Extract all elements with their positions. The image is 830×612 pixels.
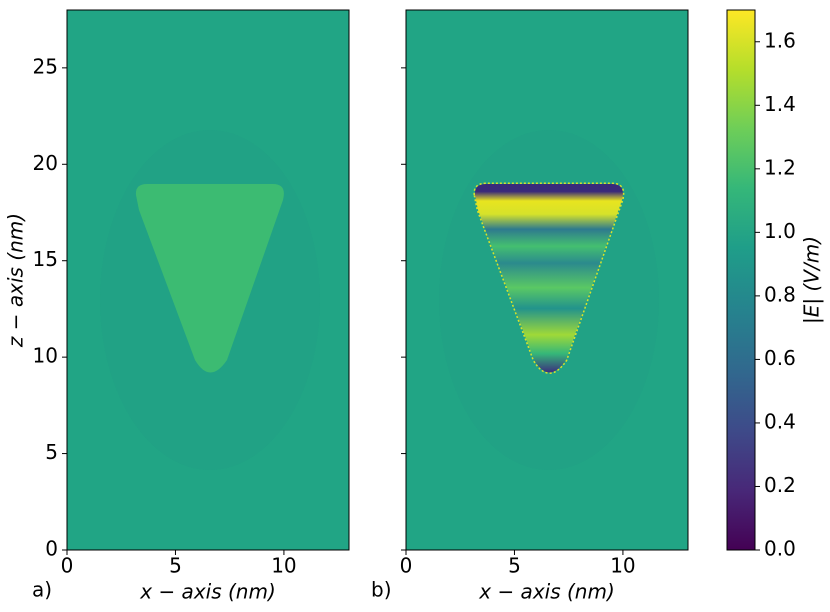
x-tick-label: 5 [169,554,182,578]
colorbar-tick-label: 1.2 [764,155,796,179]
panel-label: b) [371,578,392,602]
x-tick-label: 0 [61,554,74,578]
colorbar-tick-label: 1.6 [764,28,796,52]
particle-field [135,184,284,373]
y-tick-label: 20 [33,151,58,175]
x-tick-label: 10 [610,554,635,578]
x-tick-label: 0 [400,554,413,578]
y-tick-label: 15 [33,247,58,271]
colorbar-tick-label: 1.0 [764,219,796,243]
colorbar-tick-label: 0.0 [764,537,796,561]
x-tick-label: 10 [271,554,296,578]
colorbar [726,9,756,551]
y-tick-label: 5 [45,440,58,464]
axes-frame [66,9,350,551]
y-tick-label: 10 [33,344,58,368]
colorbar-tick-label: 0.4 [764,409,796,433]
x-axis-label: x − axis (nm) [478,580,615,604]
x-axis-label: x − axis (nm) [139,580,276,604]
x-tick-label: 5 [508,554,521,578]
colorbar-label: |E| (V/m) [800,236,824,324]
y-tick-label: 0 [45,537,58,561]
y-axis-label: z − axis (nm) [4,213,28,348]
colorbar-tick-label: 1.4 [764,92,796,116]
particle-field [474,184,623,373]
panel-label: a) [32,578,52,602]
y-tick-label: 25 [33,54,58,78]
colorbar-tick-label: 0.6 [764,346,796,370]
colorbar-tick-label: 0.2 [764,473,796,497]
axes-frame [405,9,689,551]
colorbar-tick-label: 0.8 [764,282,796,306]
